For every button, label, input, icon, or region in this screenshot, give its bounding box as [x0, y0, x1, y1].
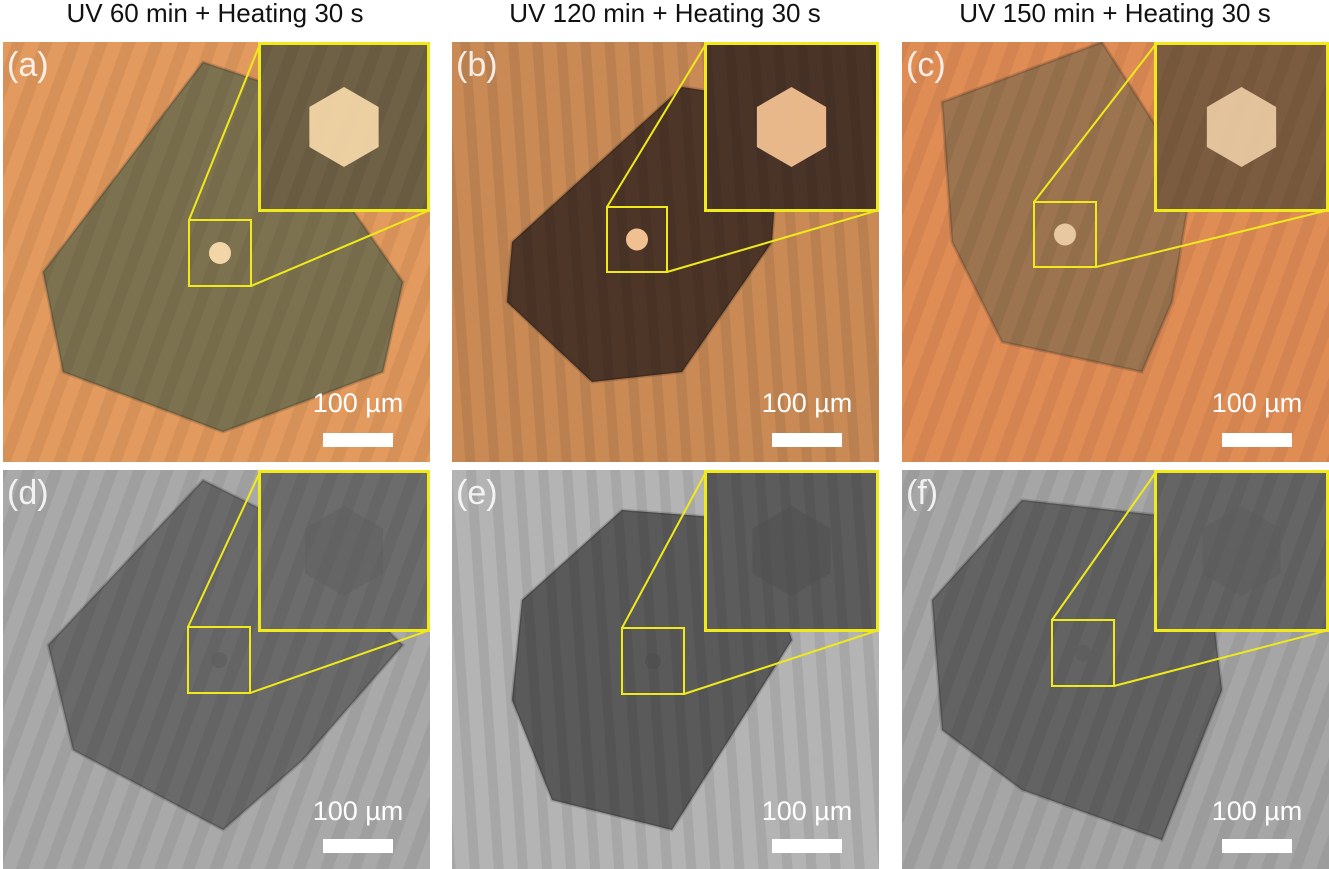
- panel: (e) 100 µm: [452, 470, 879, 869]
- scale-bar-label: 100 µm: [313, 388, 404, 418]
- defect: [1075, 645, 1091, 661]
- column-title: UV 60 min + Heating 30 s: [67, 0, 364, 28]
- scale-bar: [772, 433, 842, 447]
- scale-bar-label: 100 µm: [762, 796, 853, 826]
- scale-bar: [1222, 839, 1292, 853]
- page: UV 60 min + Heating 30 s UV 120 min + He…: [0, 0, 1329, 869]
- scale-bar: [772, 839, 842, 853]
- column-title: UV 150 min + Heating 30 s: [959, 0, 1270, 28]
- scale-bar: [323, 839, 393, 853]
- defect: [211, 652, 227, 668]
- defect: [209, 242, 231, 264]
- defect: [645, 653, 661, 669]
- column-title: UV 120 min + Heating 30 s: [509, 0, 820, 28]
- scale-bar-label: 100 µm: [313, 796, 404, 826]
- panel: (c) 100 µm: [902, 42, 1329, 462]
- panel: (d) 100 µm: [3, 470, 430, 869]
- scale-bar-label: 100 µm: [1212, 796, 1303, 826]
- scale-bar-label: 100 µm: [762, 388, 853, 418]
- panel-label: (e): [456, 474, 498, 512]
- figure: UV 60 min + Heating 30 s UV 120 min + He…: [0, 0, 1329, 869]
- scale-bar: [1222, 433, 1292, 447]
- defect: [1054, 224, 1076, 246]
- panel-label: (d): [7, 474, 49, 512]
- panel: (b) 100 µm: [452, 42, 879, 462]
- panel-label: (a): [7, 46, 49, 84]
- panel-label: (c): [906, 46, 946, 84]
- panel: (f) 100 µm: [902, 470, 1329, 869]
- panel-label: (f): [906, 474, 938, 512]
- scale-bar-label: 100 µm: [1212, 388, 1303, 418]
- panel: (a) 100 µm: [3, 42, 430, 462]
- defect: [626, 229, 648, 251]
- panel-label: (b): [456, 46, 498, 84]
- scale-bar: [323, 433, 393, 447]
